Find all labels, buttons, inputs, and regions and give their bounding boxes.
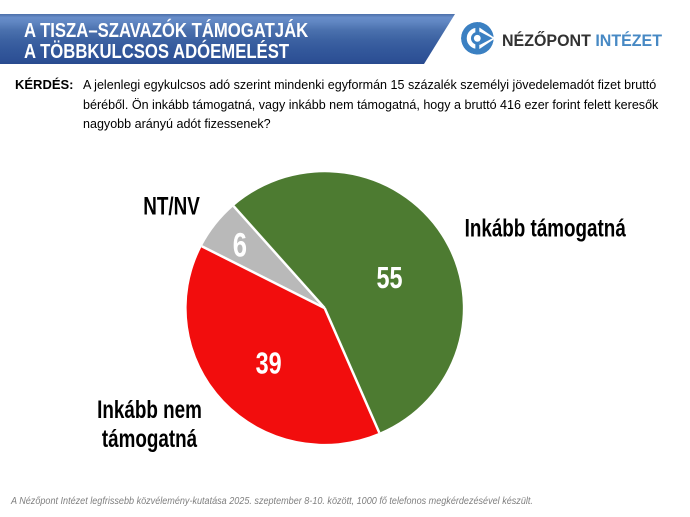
svg-text:55: 55 — [377, 260, 403, 295]
svg-text:Inkább nem: Inkább nem — [97, 395, 202, 423]
svg-text:támogatná: támogatná — [102, 424, 198, 452]
svg-text:39: 39 — [256, 345, 282, 380]
svg-text:Inkább támogatná: Inkább támogatná — [465, 214, 627, 242]
svg-text:6: 6 — [233, 227, 247, 264]
svg-text:NT/NV: NT/NV — [143, 192, 200, 220]
